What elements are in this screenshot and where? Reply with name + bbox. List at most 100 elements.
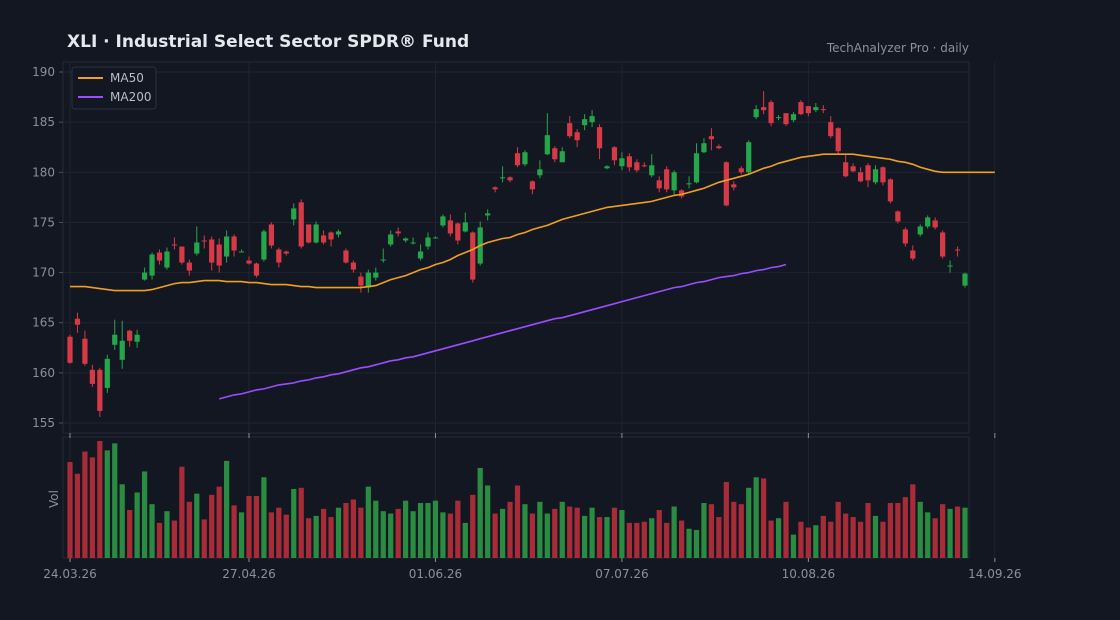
ma200-line	[218, 263, 787, 400]
volume-bar	[962, 507, 968, 558]
x-tick-label: 10.08.26	[782, 567, 835, 581]
volume-bar	[559, 501, 565, 558]
candle-body	[268, 224, 274, 246]
candle-body	[805, 106, 811, 114]
candle-body	[649, 165, 655, 176]
candle-body	[119, 340, 125, 360]
volume-bar	[388, 513, 394, 558]
candle-body	[582, 119, 588, 126]
volume-bar	[678, 520, 685, 558]
volume-bar	[477, 467, 483, 558]
legend-label-ma50: MA50	[110, 71, 144, 85]
candle-body	[194, 242, 200, 254]
y-tick-label: 170	[32, 266, 55, 280]
candle-body	[775, 117, 782, 119]
candle-body	[395, 231, 401, 234]
candle-body	[328, 232, 334, 240]
volume-bar	[619, 510, 625, 558]
candle-body	[701, 143, 707, 153]
candle-body	[291, 208, 297, 220]
candle-body	[768, 102, 774, 124]
volume-bar	[492, 513, 498, 558]
candle-body	[261, 231, 267, 260]
candle-body	[552, 148, 558, 160]
volume-bar	[291, 488, 297, 558]
candle-body	[678, 190, 685, 197]
x-tick-label: 27.04.26	[222, 567, 275, 581]
candle-body	[693, 153, 700, 183]
volume-bar	[731, 501, 737, 558]
volume-bar	[268, 512, 274, 558]
candle-body	[880, 167, 886, 183]
volume-bar	[895, 503, 901, 558]
volume-bar	[298, 487, 304, 558]
volume-bar	[417, 503, 424, 558]
volume-bar	[887, 503, 894, 558]
candle-body	[201, 240, 207, 242]
volume-bar	[470, 494, 476, 558]
volume-bar	[507, 501, 513, 558]
candle-body	[343, 250, 349, 263]
candle-body	[417, 251, 424, 259]
volume-bar	[403, 500, 409, 558]
volume-bar	[320, 508, 327, 558]
volume-bar	[656, 510, 662, 558]
candle-body	[887, 179, 894, 202]
candle-body	[388, 234, 394, 245]
volume-bar	[335, 507, 342, 558]
candle-body	[127, 330, 133, 341]
candle-body	[559, 151, 565, 163]
candle-body	[589, 116, 595, 123]
candle-body	[604, 166, 610, 169]
volume-bar	[947, 508, 953, 558]
candle-body	[82, 338, 88, 364]
candle-body	[641, 165, 647, 167]
candle-body	[790, 114, 797, 121]
volume-bar	[343, 503, 349, 558]
y-tick-label: 185	[32, 115, 55, 129]
volume-bar	[74, 473, 81, 558]
volume-bar	[671, 506, 677, 558]
volume-bar	[89, 457, 95, 558]
volume-bar	[813, 525, 819, 558]
volume-bar	[127, 510, 133, 558]
candle-body	[455, 223, 461, 241]
candle-body	[656, 180, 662, 189]
volume-axis-label: Vol	[47, 490, 61, 508]
candle-body	[910, 250, 916, 259]
candle-body	[149, 254, 155, 276]
candle-body	[298, 202, 304, 247]
volume-bar	[350, 499, 357, 558]
volume-bar	[134, 492, 140, 558]
candle-body	[499, 177, 506, 179]
volume-bar	[768, 520, 774, 558]
volume-bar	[917, 501, 923, 558]
candle-body	[962, 273, 968, 286]
volume-bar	[910, 484, 916, 558]
candle-body	[634, 162, 640, 171]
candle-body	[410, 242, 416, 244]
volume-bar	[425, 503, 431, 558]
volume-bar	[843, 513, 849, 558]
candle-body	[470, 232, 476, 280]
volume-bar	[171, 520, 178, 558]
brand-label: TechAnalyzer Pro · daily	[826, 41, 969, 55]
volume-bar	[522, 504, 528, 558]
volume-bar	[97, 441, 103, 558]
y-tick-label: 165	[32, 316, 55, 330]
volume-bar	[119, 484, 125, 558]
ma50-line	[70, 153, 995, 292]
candle-body	[216, 244, 222, 266]
volume-bar	[209, 494, 215, 558]
candle-body	[156, 252, 163, 261]
candle-body	[447, 220, 453, 234]
y-tick-label: 175	[32, 215, 55, 229]
volume-bar	[761, 478, 767, 558]
y-tick-label: 160	[32, 366, 55, 380]
volume-bar	[604, 517, 610, 558]
volume-bar	[306, 518, 312, 558]
candle-body	[731, 184, 737, 188]
volume-bar	[775, 518, 782, 558]
volume-bar	[693, 529, 700, 558]
legend-label-ma200: MA200	[110, 90, 151, 104]
